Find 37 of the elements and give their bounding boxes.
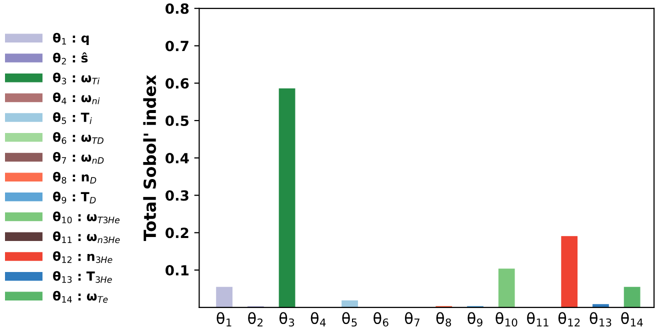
legend-label: θ$_{13}$ : T$_{3He}$ xyxy=(53,271,112,283)
y-tick-label: 0.2 xyxy=(166,228,188,238)
legend-label: θ$_{9}$ : T$_{D}$ xyxy=(53,192,96,204)
x-tick-label: θ$_{6}$ xyxy=(374,312,388,327)
y-tick-label: 0.3 xyxy=(166,190,188,201)
legend-label: θ$_{8}$ : n$_{D}$ xyxy=(53,172,96,184)
x-tick-label: θ$_{5}$ xyxy=(342,312,357,327)
y-tick-label: 0.4 xyxy=(166,152,189,164)
y-tick-label: 0.8 xyxy=(166,3,189,14)
legend-label: θ$_{2}$ : ŝ xyxy=(53,52,88,64)
y-axis-title: Total Sobol' index xyxy=(143,74,156,242)
y-tick-label: 0.5 xyxy=(166,116,189,126)
x-tick-label: θ$_{11}$ xyxy=(527,312,548,326)
x-tick-label: θ$_{14}$ xyxy=(621,312,643,326)
x-tick-label: θ$_{4}$ xyxy=(310,312,326,326)
x-tick-label: θ$_{7}$ xyxy=(404,312,420,326)
x-tick-label: θ$_{9}$ xyxy=(468,312,482,327)
legend-label: θ$_{10}$ : ω$_{T3He}$ xyxy=(53,212,120,224)
x-tick-label: θ$_{12}$ xyxy=(558,312,580,326)
y-tick-label: 0.7 xyxy=(166,40,188,52)
legend-label: θ$_{14}$ : ω$_{Te}$ xyxy=(53,290,108,303)
legend-label: θ$_{4}$ : ω$_{ni}$ xyxy=(53,92,100,104)
x-tick-label: θ$_{1}$ xyxy=(216,312,232,326)
x-tick-label: θ$_{2}$ xyxy=(248,312,262,326)
x-tick-label: θ$_{10}$ xyxy=(496,312,518,327)
x-tick-label: θ$_{8}$ xyxy=(436,312,452,327)
x-tick-label: θ$_{3}$ xyxy=(279,312,294,327)
x-tick-label: θ$_{13}$ xyxy=(590,312,612,327)
legend-label: θ$_{3}$ : ω$_{Ti}$ xyxy=(53,72,100,84)
legend-label: θ$_{11}$ : ω$_{n3He}$ xyxy=(53,231,120,244)
legend-label: θ$_{12}$ : n$_{3He}$ xyxy=(53,251,112,263)
legend-label: θ$_{5}$ : T$_{i}$ xyxy=(53,112,92,124)
legend-label: θ$_{7}$ : ω$_{nD}$ xyxy=(53,152,104,164)
legend-label: θ$_{6}$ : ω$_{TD}$ xyxy=(53,132,104,144)
legend-label: θ$_{1}$ : q xyxy=(53,32,89,46)
y-tick-label: 0.1 xyxy=(166,265,189,276)
y-tick-label: 0.6 xyxy=(166,78,189,89)
